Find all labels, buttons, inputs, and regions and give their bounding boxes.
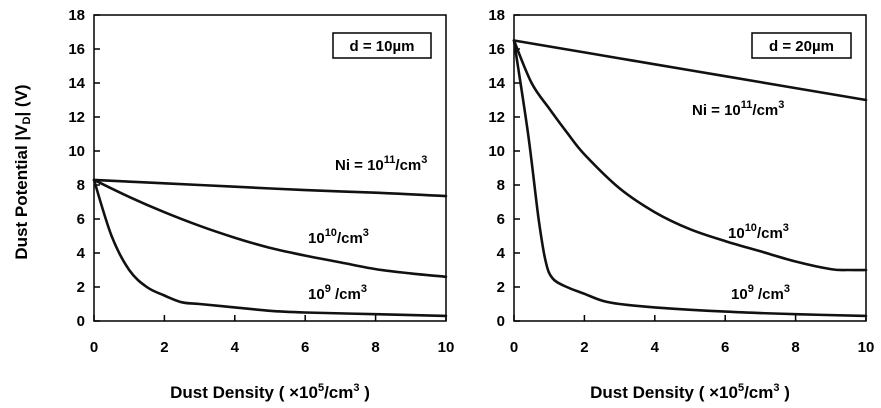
plot-frame [513, 14, 867, 322]
x-tick-label: 8 [791, 339, 799, 356]
chart-panel-d20: 0 2 4 6 8 10 12 14 16 18 0 2 4 6 8 10 Ni = 1011/cm3 101… [488, 7, 874, 402]
x-tick-label: 0 [90, 339, 98, 356]
series-annotation-1: 1010/cm3 [728, 222, 789, 242]
x-tick-label: 4 [231, 339, 240, 356]
plot-frame [93, 14, 447, 322]
y-tick-label: 10 [68, 143, 85, 160]
y-tick-label: 16 [68, 41, 85, 58]
y-tick-label: 12 [68, 109, 85, 126]
y-tick-label: 2 [77, 279, 85, 296]
y-tick-label: 16 [488, 41, 505, 58]
x-tick-label: 0 [510, 339, 518, 356]
series-line-1 [512, 39, 868, 272]
y-tick-label: 0 [77, 313, 85, 330]
x-tick-label: 2 [160, 339, 168, 356]
series-annotation-2: 109 /cm3 [731, 283, 790, 303]
y-tick-label: 18 [68, 7, 85, 24]
condition-box-label: d = 10µm [350, 38, 415, 55]
x-axis-title: Dust Density ( ×105/cm3 ) [590, 382, 790, 402]
x-tick-label: 10 [858, 339, 875, 356]
y-tick-label: 6 [497, 211, 505, 228]
condition-box: d = 10µm [332, 32, 432, 59]
series-annotation-0: Ni = 1011/cm3 [335, 154, 427, 174]
x-tick-label: 6 [301, 339, 309, 356]
x-tick-label: 2 [580, 339, 588, 356]
y-tick-label: 4 [497, 245, 506, 262]
condition-box: d = 20µm [751, 32, 852, 59]
y-tick-label: 0 [497, 313, 505, 330]
x-tick-label: 8 [371, 339, 379, 356]
series-annotation-2: 109 /cm3 [308, 283, 367, 303]
x-tick-label: 10 [438, 339, 455, 356]
x-tick-label: 6 [721, 339, 729, 356]
condition-box-frame [332, 32, 432, 59]
series-line-1 [92, 178, 448, 279]
series-annotation-0: Ni = 1011/cm3 [692, 99, 784, 119]
x-tick-label: 4 [651, 339, 660, 356]
y-tick-label: 14 [488, 75, 505, 92]
y-tick-label: 18 [488, 7, 505, 24]
y-tick-label: 4 [77, 245, 86, 262]
series-line-2 [512, 39, 868, 318]
condition-box-frame [751, 32, 852, 59]
y-tick-label: 12 [488, 109, 505, 126]
series-line-2 [92, 178, 448, 318]
series-annotation-1: 1010/cm3 [308, 227, 369, 247]
y-tick-label: 6 [77, 211, 85, 228]
y-tick-label: 8 [497, 177, 505, 194]
series-line-0 [92, 178, 448, 198]
y-tick-label: 2 [497, 279, 505, 296]
y-tick-label: 14 [68, 75, 85, 92]
y-tick-label: 10 [488, 143, 505, 160]
x-axis-title: Dust Density ( ×105/cm3 ) [170, 382, 370, 402]
y-axis-title: Dust Potential |VD| (V) [12, 84, 33, 259]
condition-box-label: d = 20µm [769, 38, 834, 55]
y-tick-label: 8 [77, 177, 85, 194]
series-line-0 [512, 39, 868, 102]
chart-panel-d10: 0 2 4 6 8 10 12 14 16 18 0 2 4 6 8 10 Ni = 1011/cm3 101… [68, 7, 454, 402]
